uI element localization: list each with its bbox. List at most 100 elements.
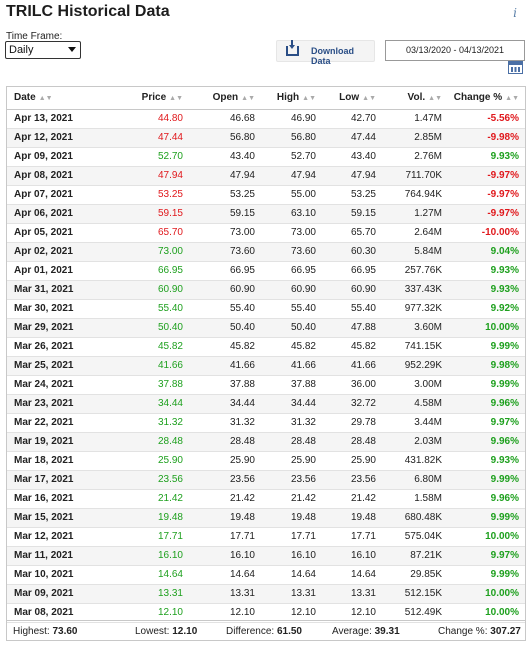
cell-change: 9.04% xyxy=(442,242,525,262)
info-icon[interactable]: i xyxy=(513,6,517,20)
cell-change: 9.99% xyxy=(442,375,525,395)
cell-change: 9.97% xyxy=(442,413,525,433)
sort-icon: ▲▼ xyxy=(428,95,442,103)
cell-price: 13.31 xyxy=(117,584,187,604)
cell-open: 56.80 xyxy=(187,128,255,148)
col-header-change[interactable]: Change % ▲▼ xyxy=(442,87,525,110)
cell-low: 29.78 xyxy=(316,413,376,433)
historical-data-table: Date ▲▼ Price ▲▼ Open ▲▼ High ▲▼ Low ▲▼ Vol. ▲… xyxy=(6,86,526,641)
cell-low: 43.40 xyxy=(316,147,376,167)
cell-vol: 6.80M xyxy=(376,470,442,490)
table-row: Mar 25, 2021 41.66 41.66 41.66 41.66 952.29K 9… xyxy=(7,356,525,376)
cell-change: 9.99% xyxy=(442,508,525,528)
cell-high: 50.40 xyxy=(255,318,316,338)
cell-vol: 337.43K xyxy=(376,280,442,300)
cell-high: 63.10 xyxy=(255,204,316,224)
cell-low: 28.48 xyxy=(316,432,376,452)
cell-date: Apr 08, 2021 xyxy=(7,166,117,186)
col-header-date[interactable]: Date ▲▼ xyxy=(7,87,117,110)
cell-low: 60.90 xyxy=(316,280,376,300)
cell-open: 53.25 xyxy=(187,185,255,205)
cell-high: 56.80 xyxy=(255,128,316,148)
cell-date: Mar 17, 2021 xyxy=(7,470,117,490)
download-data-button[interactable]: Download Data xyxy=(276,40,375,66)
cell-price: 52.70 xyxy=(117,147,187,167)
cell-low: 47.94 xyxy=(316,166,376,186)
cell-low: 21.42 xyxy=(316,489,376,509)
cell-high: 23.56 xyxy=(255,470,316,490)
table-row: Mar 19, 2021 28.48 28.48 28.48 28.48 2.03M 9.9… xyxy=(7,432,525,452)
cell-open: 47.94 xyxy=(187,166,255,186)
cell-change: 9.99% xyxy=(442,565,525,585)
cell-change: 9.96% xyxy=(442,432,525,452)
cell-vol: 2.03M xyxy=(376,432,442,452)
cell-low: 12.10 xyxy=(316,603,376,623)
cell-change: 9.96% xyxy=(442,394,525,414)
cell-date: Mar 15, 2021 xyxy=(7,508,117,528)
cell-high: 13.31 xyxy=(255,584,316,604)
cell-price: 34.44 xyxy=(117,394,187,414)
cell-change: -9.98% xyxy=(442,128,525,148)
calendar-icon[interactable] xyxy=(508,61,523,74)
cell-vol: 1.27M xyxy=(376,204,442,224)
cell-price: 65.70 xyxy=(117,223,187,243)
cell-low: 17.71 xyxy=(316,527,376,547)
cell-low: 47.44 xyxy=(316,128,376,148)
sort-icon: ▲▼ xyxy=(169,95,183,103)
table-row: Apr 08, 2021 47.94 47.94 47.94 47.94 711.70K -… xyxy=(7,166,525,186)
cell-open: 31.32 xyxy=(187,413,255,433)
table-row: Mar 08, 2021 12.10 12.10 12.10 12.10 512.49K 1… xyxy=(7,603,525,623)
cell-open: 50.40 xyxy=(187,318,255,338)
cell-price: 21.42 xyxy=(117,489,187,509)
cell-change: 9.93% xyxy=(442,280,525,300)
cell-date: Mar 31, 2021 xyxy=(7,280,117,300)
cell-open: 59.15 xyxy=(187,204,255,224)
cell-vol: 741.15K xyxy=(376,337,442,357)
col-header-open[interactable]: Open ▲▼ xyxy=(187,87,255,110)
cell-change: 9.99% xyxy=(442,470,525,490)
col-header-high[interactable]: High ▲▼ xyxy=(255,87,316,110)
table-row: Apr 02, 2021 73.00 73.60 73.60 60.30 5.84M 9.0… xyxy=(7,242,525,262)
summary-average: Average: 39.31 xyxy=(332,626,400,637)
cell-change: -9.97% xyxy=(442,204,525,224)
cell-date: Mar 29, 2021 xyxy=(7,318,117,338)
cell-change: 9.97% xyxy=(442,546,525,566)
table-row: Mar 23, 2021 34.44 34.44 34.44 32.72 4.58M 9.9… xyxy=(7,394,525,414)
cell-price: 45.82 xyxy=(117,337,187,357)
table-row: Mar 18, 2021 25.90 25.90 25.90 25.90 431.82K 9… xyxy=(7,451,525,471)
cell-high: 41.66 xyxy=(255,356,316,376)
cell-low: 32.72 xyxy=(316,394,376,414)
col-header-vol[interactable]: Vol. ▲▼ xyxy=(376,87,442,110)
cell-low: 25.90 xyxy=(316,451,376,471)
cell-vol: 1.58M xyxy=(376,489,442,509)
cell-open: 46.68 xyxy=(187,109,255,129)
cell-low: 36.00 xyxy=(316,375,376,395)
cell-high: 47.94 xyxy=(255,166,316,186)
cell-vol: 512.15K xyxy=(376,584,442,604)
cell-price: 28.48 xyxy=(117,432,187,452)
col-header-price[interactable]: Price ▲▼ xyxy=(117,87,187,110)
cell-vol: 711.70K xyxy=(376,166,442,186)
cell-high: 73.00 xyxy=(255,223,316,243)
cell-high: 52.70 xyxy=(255,147,316,167)
cell-low: 66.95 xyxy=(316,261,376,281)
cell-vol: 3.60M xyxy=(376,318,442,338)
table-row: Mar 22, 2021 31.32 31.32 31.32 29.78 3.44M 9.9… xyxy=(7,413,525,433)
cell-open: 34.44 xyxy=(187,394,255,414)
cell-change: 9.93% xyxy=(442,261,525,281)
timeframe-select[interactable]: Daily xyxy=(5,41,81,59)
cell-vol: 952.29K xyxy=(376,356,442,376)
cell-date: Mar 22, 2021 xyxy=(7,413,117,433)
download-icon xyxy=(286,40,299,56)
cell-change: 9.98% xyxy=(442,356,525,376)
timeframe-selected-value: Daily xyxy=(9,44,34,56)
cell-open: 45.82 xyxy=(187,337,255,357)
cell-date: Apr 02, 2021 xyxy=(7,242,117,262)
cell-high: 37.88 xyxy=(255,375,316,395)
cell-high: 73.60 xyxy=(255,242,316,262)
cell-low: 23.56 xyxy=(316,470,376,490)
cell-open: 16.10 xyxy=(187,546,255,566)
cell-vol: 977.32K xyxy=(376,299,442,319)
col-header-low[interactable]: Low ▲▼ xyxy=(316,87,376,110)
date-range-input[interactable]: 03/13/2020 - 04/13/2021 xyxy=(385,40,525,61)
